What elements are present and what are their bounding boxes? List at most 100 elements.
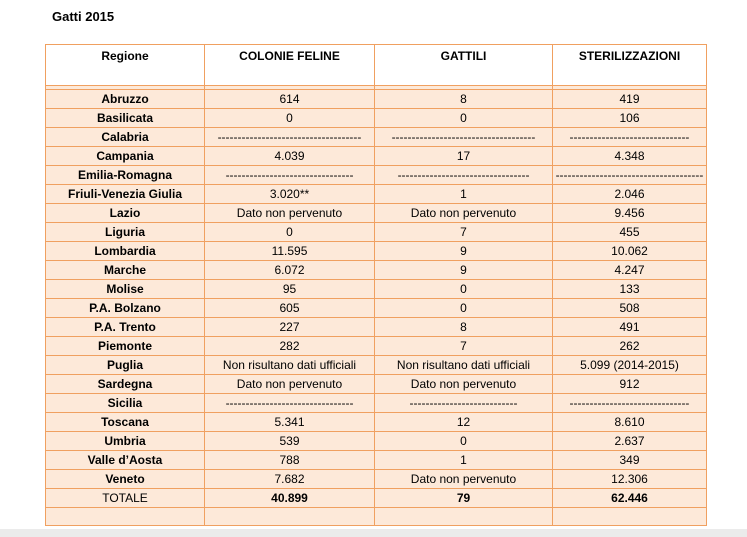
cell-sterilizzazioni: 8.610 [552,412,707,432]
total-label: TOTALE [45,488,205,508]
table-row: Veneto 7.682 Dato non pervenuto 12.306 [45,469,707,489]
cell-sterilizzazioni: 912 [552,374,707,394]
cell-colonie-feline: 539 [204,431,375,451]
cell-regione: Sicilia [45,393,205,413]
table-row: Campania 4.039 17 4.348 [45,146,707,166]
cell-colonie-feline: Dato non pervenuto [204,374,375,394]
cell-regione: Puglia [45,355,205,375]
table-row: Piemonte 282 7 262 [45,336,707,356]
blank-cell [45,507,205,526]
cell-sterilizzazioni: 262 [552,336,707,356]
table-row: Puglia Non risultano dati ufficiali Non ri… [45,355,707,375]
cell-regione: Abruzzo [45,89,205,109]
cell-colonie-feline: ------------------------------------ [204,127,375,147]
table-row: Emilia-Romagna --------------------------… [45,165,707,185]
cell-sterilizzazioni: 106 [552,108,707,128]
table-row: Liguria 0 7 455 [45,222,707,242]
cell-colonie-feline: 3.020** [204,184,375,204]
cell-regione: Liguria [45,222,205,242]
table-row: Umbria 539 0 2.637 [45,431,707,451]
cell-regione: Friuli-Venezia Giulia [45,184,205,204]
cell-sterilizzazioni: 455 [552,222,707,242]
cell-gattili: 8 [374,89,553,109]
cell-gattili: 7 [374,336,553,356]
header-row: Regione COLONIE FELINE GATTILI STERILIZZ… [45,44,707,86]
cell-colonie-feline: 6.072 [204,260,375,280]
cell-gattili: 7 [374,222,553,242]
cell-gattili: 17 [374,146,553,166]
total-colonie-feline: 40.899 [204,488,375,508]
cell-gattili: 0 [374,108,553,128]
cell-gattili: Non risultano dati ufficiali [374,355,553,375]
total-row: TOTALE 40.899 79 62.446 [45,488,707,508]
cell-gattili: 9 [374,241,553,261]
cell-regione: Campania [45,146,205,166]
cell-sterilizzazioni: 12.306 [552,469,707,489]
cell-gattili: --------------------------------- [374,165,553,185]
cell-regione: Calabria [45,127,205,147]
cell-gattili: 1 [374,450,553,470]
table-row: Marche 6.072 9 4.247 [45,260,707,280]
cell-colonie-feline: 0 [204,108,375,128]
cell-regione: P.A. Bolzano [45,298,205,318]
table-row: Basilicata 0 0 106 [45,108,707,128]
table-row: Sicilia -------------------------------- -… [45,393,707,413]
cell-gattili: 0 [374,431,553,451]
total-sterilizzazioni: 62.446 [552,488,707,508]
cell-sterilizzazioni: 9.456 [552,203,707,223]
cell-sterilizzazioni: 10.062 [552,241,707,261]
cell-gattili: 0 [374,279,553,299]
cell-gattili: Dato non pervenuto [374,374,553,394]
page-title: Gatti 2015 [52,9,115,24]
cell-sterilizzazioni: 2.046 [552,184,707,204]
cell-sterilizzazioni: ------------------------------ [552,393,707,413]
cell-gattili: 9 [374,260,553,280]
header-gattili: GATTILI [374,44,553,86]
table-row: Molise 95 0 133 [45,279,707,299]
cell-sterilizzazioni: 2.637 [552,431,707,451]
cell-regione: Molise [45,279,205,299]
cell-sterilizzazioni: 4.348 [552,146,707,166]
cell-gattili: ------------------------------------ [374,127,553,147]
cell-colonie-feline: -------------------------------- [204,393,375,413]
cell-regione: Lazio [45,203,205,223]
cell-gattili: 0 [374,298,553,318]
cell-regione: Veneto [45,469,205,489]
cell-regione: Lombardia [45,241,205,261]
cell-regione: Valle d’Aosta [45,450,205,470]
cell-sterilizzazioni: 349 [552,450,707,470]
blank-cell [374,507,553,526]
cell-sterilizzazioni: ------------------------------------- [552,165,707,185]
cell-colonie-feline: 605 [204,298,375,318]
table-body: Abruzzo 614 8 419 Basilicata 0 0 106 Calabria ---… [45,85,707,526]
cell-sterilizzazioni: 133 [552,279,707,299]
cats-table: Regione COLONIE FELINE GATTILI STERILIZZ… [45,44,707,526]
cell-regione: Umbria [45,431,205,451]
cell-colonie-feline: 11.595 [204,241,375,261]
cell-regione: P.A. Trento [45,317,205,337]
table-row: Sardegna Dato non pervenuto Dato non perve… [45,374,707,394]
table-row: Abruzzo 614 8 419 [45,89,707,109]
cell-gattili: Dato non pervenuto [374,203,553,223]
cell-colonie-feline: Dato non pervenuto [204,203,375,223]
total-gattili: 79 [374,488,553,508]
cell-colonie-feline: 5.341 [204,412,375,432]
header-colonie-feline: COLONIE FELINE [204,44,375,86]
cell-gattili: 12 [374,412,553,432]
cell-colonie-feline: 0 [204,222,375,242]
table-row: P.A. Trento 227 8 491 [45,317,707,337]
blank-row [45,507,707,526]
cell-sterilizzazioni: 4.247 [552,260,707,280]
cell-colonie-feline: 788 [204,450,375,470]
cell-regione: Emilia-Romagna [45,165,205,185]
cell-colonie-feline: 614 [204,89,375,109]
cell-sterilizzazioni: 5.099 (2014-2015) [552,355,707,375]
table-row: P.A. Bolzano 605 0 508 [45,298,707,318]
table-row: Lombardia 11.595 9 10.062 [45,241,707,261]
bottom-scroll-edge [0,529,747,537]
cell-gattili: 8 [374,317,553,337]
cell-regione: Piemonte [45,336,205,356]
cell-regione: Basilicata [45,108,205,128]
cell-gattili: --------------------------- [374,393,553,413]
cell-sterilizzazioni: 491 [552,317,707,337]
